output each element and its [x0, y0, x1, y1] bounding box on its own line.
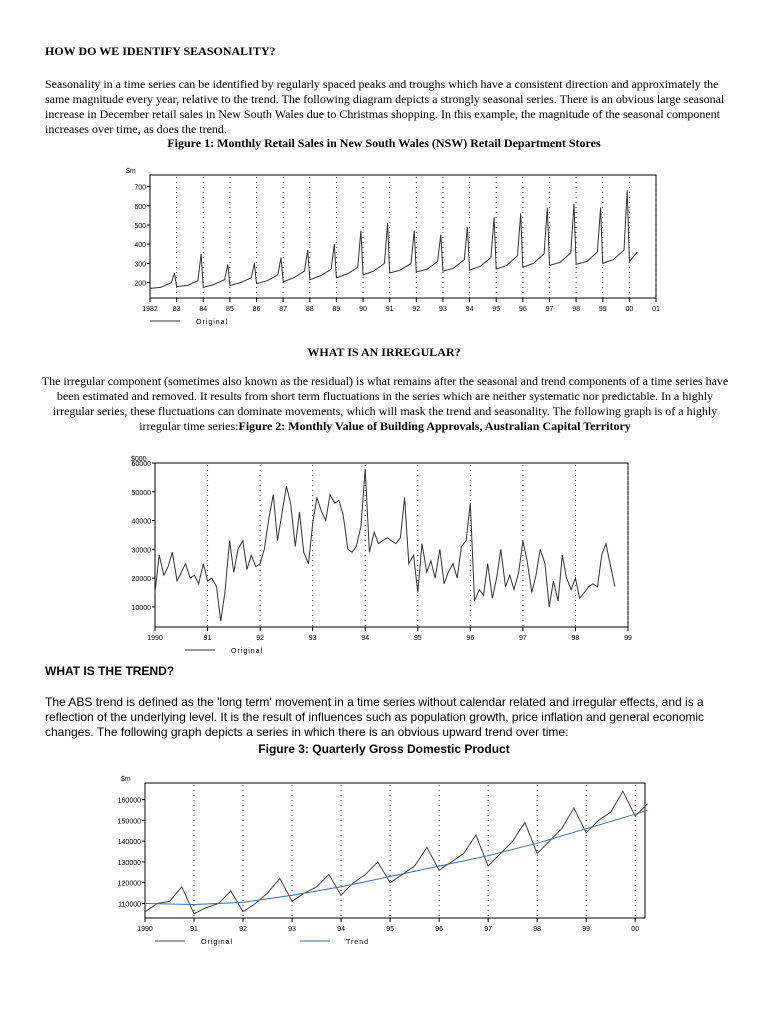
figure-1-title: Figure 1: Monthly Retail Sales in New So…: [167, 136, 601, 150]
x-tick-label: 85: [226, 306, 234, 313]
y-tick-label: 50000: [132, 490, 152, 497]
x-tick-label: 99: [624, 635, 632, 642]
y-axis-label: $m: [121, 776, 131, 783]
x-tick-label: 99: [582, 926, 590, 933]
legend-label: Trend: [346, 939, 369, 946]
x-tick-label: 98: [572, 306, 580, 313]
x-tick-label: 98: [572, 635, 580, 642]
legend-label: Original: [196, 319, 228, 326]
x-tick-label: 90: [359, 306, 367, 313]
y-tick-label: 120000: [118, 881, 141, 888]
plot-frame: [144, 782, 646, 919]
x-tick-label: 98: [533, 926, 541, 933]
x-tick-label: 01: [652, 306, 660, 313]
y-tick-label: 150000: [118, 818, 141, 825]
y-tick-label: 400: [134, 242, 146, 249]
trend-paragraph: The ABS trend is defined as the 'long te…: [45, 695, 705, 739]
y-tick-label: 10000: [132, 605, 152, 612]
x-tick-label: 96: [435, 926, 443, 933]
x-tick-label: 97: [484, 926, 492, 933]
y-tick-label: 500: [134, 223, 146, 230]
y-tick-label: 160000: [118, 798, 141, 805]
x-tick-label: 91: [386, 306, 394, 313]
x-tick-label: 88: [306, 306, 314, 313]
x-tick-label: 00: [631, 926, 639, 933]
x-tick-label: 94: [337, 926, 345, 933]
x-tick-label: 97: [519, 635, 527, 642]
irregular-heading: WHAT IS AN IRREGULAR?: [307, 345, 461, 359]
x-tick-label: 1990: [147, 635, 163, 642]
x-tick-label: 1990: [137, 926, 153, 933]
y-tick-label: 60000: [132, 461, 152, 468]
x-tick-label: 96: [519, 306, 527, 313]
x-tick-label: 83: [173, 306, 181, 313]
seasonality-paragraph: Seasonality in a time series can be iden…: [45, 77, 725, 136]
figure-1-chart: 1982 83 84 85 86 87 88 89 90 91 92 93 94 95 96 97 98 99 00…: [126, 168, 660, 326]
x-tick-label: 95: [414, 635, 422, 642]
irregular-paragraph-text: The irregular component (sometimes also …: [41, 374, 729, 433]
irregular-paragraph: The irregular component (sometimes also …: [40, 374, 730, 434]
x-tick-label: 00: [625, 306, 633, 313]
x-tick-label: 92: [412, 306, 420, 313]
x-tick-label: 95: [386, 926, 394, 933]
x-tick-label: 84: [199, 306, 207, 313]
x-tick-label: 93: [439, 306, 447, 313]
x-tick-label: 99: [599, 306, 607, 313]
x-tick-label: 87: [279, 306, 287, 313]
x-tick-label: 92: [256, 635, 264, 642]
y-tick-label: 600: [134, 204, 146, 211]
legend-label: Original: [231, 648, 263, 655]
y-tick-label: 110000: [118, 901, 141, 908]
y-tick-label: 40000: [132, 519, 152, 526]
x-tick-label: 91: [190, 926, 198, 933]
series-line-original: [154, 468, 616, 622]
figure-3-chart: 1990 91 92 93 94 95 96 97 98 99 00 160000 150000 1400…: [118, 776, 648, 946]
trend-heading: WHAT IS THE TREND?: [45, 664, 175, 678]
figure-2-chart: 1990 91 92 93 94 95 96 97 98 99 60000 50000 40000 300…: [131, 456, 632, 655]
x-tick-label: 89: [333, 306, 341, 313]
figure-2-title: Figure 2: Monthly Value of Building Appr…: [238, 419, 631, 433]
x-tick-label: 95: [492, 306, 500, 313]
figure-3-title: Figure 3: Quarterly Gross Domestic Produ…: [258, 742, 510, 756]
legend-label: Original: [201, 939, 233, 946]
plot-frame: [154, 462, 629, 628]
x-tick-label: 94: [361, 635, 369, 642]
x-tick-label: 92: [239, 926, 247, 933]
seasonality-heading: HOW DO WE IDENTIFY SEASONALITY?: [45, 44, 276, 58]
y-axis-label: $000: [131, 456, 147, 463]
y-axis-label: $m: [126, 168, 136, 175]
series-line-original: [149, 190, 638, 289]
y-tick-label: 140000: [118, 839, 141, 846]
y-tick-label: 30000: [132, 547, 152, 554]
y-tick-label: 20000: [132, 576, 152, 583]
x-tick-label: 86: [253, 306, 261, 313]
y-tick-label: 300: [134, 261, 146, 268]
y-tick-label: 700: [134, 185, 146, 192]
x-tick-label: 91: [204, 635, 212, 642]
series-line-original: [144, 790, 648, 915]
series-line-trend: [144, 809, 648, 906]
x-tick-label: 93: [288, 926, 296, 933]
x-tick-label: 97: [546, 306, 554, 313]
x-tick-label: 94: [466, 306, 474, 313]
y-tick-label: 130000: [118, 860, 141, 867]
x-tick-label: 93: [309, 635, 317, 642]
x-tick-label: 1982: [142, 306, 158, 313]
x-tick-label: 96: [466, 635, 474, 642]
y-tick-label: 200: [134, 281, 146, 288]
